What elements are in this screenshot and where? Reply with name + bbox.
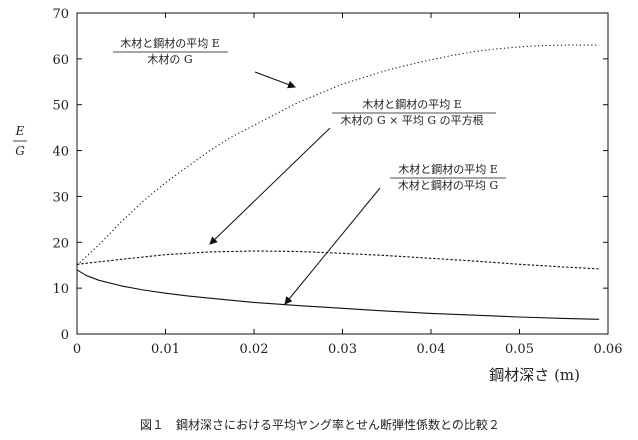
- y-ticks: 0 10 20 30 40 50 60 70: [52, 7, 608, 343]
- annotation-series-1-denominator: 木材の G: [147, 52, 192, 66]
- annotation-series-3-denominator: 木材と鋼材の平均 G: [398, 178, 498, 192]
- x-tick-label: 0.04: [417, 342, 446, 357]
- annotation-series-1-arrow: [254, 71, 296, 89]
- annotation-series-2-denominator: 木材の G × 平均 G の平方根: [340, 113, 483, 127]
- figure-caption: 図１ 鋼材深さにおける平均ヤング率とせん断弾性係数との比較２: [140, 417, 500, 432]
- x-tick-label: 0.01: [151, 342, 180, 357]
- x-tick-label: 0.05: [505, 342, 534, 357]
- annotation-series-3-numerator: 木材と鋼材の平均 E: [398, 162, 498, 176]
- annotation-series-1-numerator: 木材と鋼材の平均 E: [120, 36, 220, 50]
- annotation-series-2-numerator: 木材と鋼材の平均 E: [362, 97, 462, 111]
- annotation-series-2-arrow: [209, 127, 331, 245]
- x-tick-label: 0.06: [594, 342, 623, 357]
- x-tick-label: 0: [73, 342, 81, 357]
- series-line-2: [76, 250, 600, 270]
- x-tick-label: 0.03: [328, 342, 357, 357]
- annotation-series-3-arrow: [284, 187, 381, 305]
- y-axis-label-denominator: G: [15, 144, 25, 158]
- series-line-3: [76, 269, 600, 320]
- series-line-1: [76, 44, 600, 266]
- y-tick-label: 10: [52, 282, 69, 297]
- y-tick-label: 30: [52, 190, 69, 205]
- y-axis-label-numerator: E: [15, 124, 25, 138]
- y-tick-label: 40: [52, 145, 69, 160]
- x-ticks: 0 0.01 0.02 0.03 0.04 0.05 0.06: [73, 13, 623, 357]
- x-axis-label: 鋼材深さ (m): [489, 366, 580, 384]
- y-tick-label: 70: [52, 7, 69, 22]
- y-tick-label: 50: [52, 99, 69, 114]
- y-tick-label: 0: [61, 328, 69, 343]
- x-tick-label: 0.02: [240, 342, 269, 357]
- annotation-series-1: 木材と鋼材の平均 E 木材の G: [113, 36, 228, 66]
- annotation-series-3: 木材と鋼材の平均 E 木材と鋼材の平均 G: [390, 162, 506, 192]
- y-axis-label: E G: [13, 124, 27, 158]
- annotation-series-2: 木材と鋼材の平均 E 木材の G × 平均 G の平方根: [332, 97, 496, 127]
- y-tick-label: 20: [52, 236, 69, 251]
- series-lines: [76, 44, 600, 320]
- y-tick-label: 60: [52, 53, 69, 68]
